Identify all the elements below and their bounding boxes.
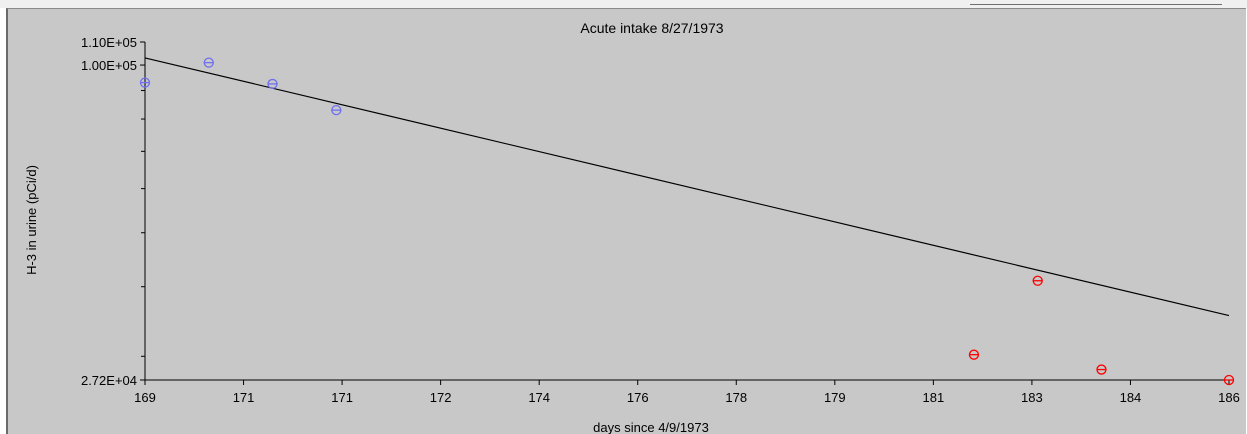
x-tick-label: 184 [1120, 390, 1142, 405]
top-right-field-edge [970, 4, 1222, 5]
y-axis-label: H-3 in urine (pCi/d) [24, 165, 39, 275]
x-axis-label: days since 4/9/1973 [593, 420, 709, 434]
fit-line [144, 57, 1230, 317]
data-point [331, 104, 342, 116]
chart-title: Acute intake 8/27/1973 [580, 20, 723, 36]
fit-line-layer [144, 57, 1230, 317]
window-top-strip [0, 0, 1247, 8]
x-tick-label: 179 [824, 390, 846, 405]
axes: 169 171 171 172 174 176 178 179 181 183 184 186 1.10… [81, 35, 1240, 405]
data-point [968, 349, 980, 360]
y-tick-label: 2.72E+04 [81, 373, 137, 388]
x-tick-label: 171 [331, 390, 353, 405]
x-tick-label: 172 [430, 390, 452, 405]
x-tick-label: 183 [1021, 390, 1043, 405]
y-tick-label: 1.10E+05 [81, 35, 137, 50]
chart-panel: Acute intake 8/27/1973 H-3 in urine (pCi… [6, 8, 1246, 434]
data-points [139, 57, 1235, 386]
y-tick-label: 1.00E+05 [81, 58, 137, 73]
data-point [203, 57, 214, 68]
x-tick-label: 181 [923, 390, 945, 405]
x-tick-label: 169 [134, 390, 156, 405]
data-point [1096, 364, 1107, 375]
x-tick-label: 174 [528, 390, 550, 405]
chart: Acute intake 8/27/1973 H-3 in urine (pCi… [24, 20, 1240, 434]
data-point [267, 78, 278, 90]
data-point [1223, 374, 1235, 386]
x-tick-label: 178 [725, 390, 747, 405]
x-tick-label: 176 [627, 390, 649, 405]
x-tick-label: 186 [1218, 390, 1240, 405]
data-point [139, 77, 151, 88]
data-point [1032, 275, 1043, 286]
x-tick-label: 171 [233, 390, 255, 405]
